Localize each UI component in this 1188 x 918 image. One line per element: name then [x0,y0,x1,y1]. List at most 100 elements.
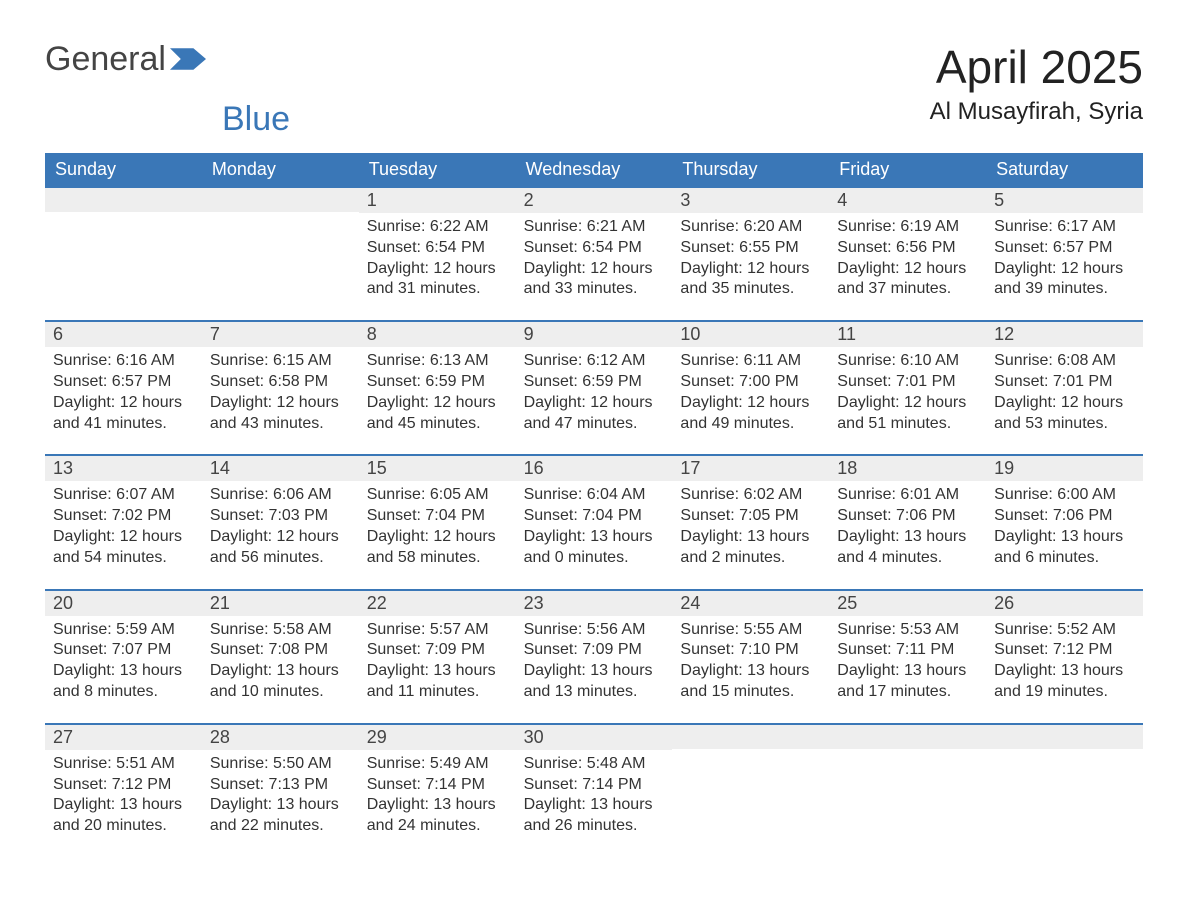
date-number: 21 [202,591,359,616]
calendar-cell: 25Sunrise: 5:53 AMSunset: 7:11 PMDayligh… [829,589,986,723]
sunrise-line: Sunrise: 5:56 AM [524,620,665,641]
sunrise-line: Sunrise: 6:19 AM [837,217,978,238]
sunset-line: Sunset: 6:57 PM [994,238,1135,259]
day-details: Sunrise: 5:58 AMSunset: 7:08 PMDaylight:… [202,616,359,703]
calendar-cell: 22Sunrise: 5:57 AMSunset: 7:09 PMDayligh… [359,589,516,723]
sunrise-line: Sunrise: 6:01 AM [837,485,978,506]
weekday-header: Sunday [45,153,202,186]
sunrise-line: Sunrise: 6:04 AM [524,485,665,506]
date-number: 9 [516,322,673,347]
calendar-cell-empty [672,723,829,857]
calendar-cell: 2Sunrise: 6:21 AMSunset: 6:54 PMDaylight… [516,186,673,320]
brand-flag-icon [170,40,206,79]
calendar-cell: 8Sunrise: 6:13 AMSunset: 6:59 PMDaylight… [359,320,516,454]
day-details: Sunrise: 6:10 AMSunset: 7:01 PMDaylight:… [829,347,986,434]
daylight-line: Daylight: 12 hours and 49 minutes. [680,393,821,435]
day-details: Sunrise: 6:15 AMSunset: 6:58 PMDaylight:… [202,347,359,434]
calendar-cell: 20Sunrise: 5:59 AMSunset: 7:07 PMDayligh… [45,589,202,723]
daylight-line: Daylight: 12 hours and 45 minutes. [367,393,508,435]
daylight-line: Daylight: 13 hours and 17 minutes. [837,661,978,703]
date-number: 2 [516,188,673,213]
calendar-cell: 12Sunrise: 6:08 AMSunset: 7:01 PMDayligh… [986,320,1143,454]
calendar-cell: 11Sunrise: 6:10 AMSunset: 7:01 PMDayligh… [829,320,986,454]
daylight-line: Daylight: 13 hours and 0 minutes. [524,527,665,569]
date-number: 7 [202,322,359,347]
brand-word-1: General [45,40,166,79]
sunset-line: Sunset: 7:05 PM [680,506,821,527]
calendar-cell: 10 Sunrise: 6:11 AMSunset: 7:00 PMDayligh… [672,320,829,454]
date-number: 11 [829,322,986,347]
calendar-cell: 15Sunrise: 6:05 AMSunset: 7:04 PMDayligh… [359,454,516,588]
calendar-cell: 6 Sunrise: 6:16 AMSunset: 6:57 PMDaylight… [45,320,202,454]
sunset-line: Sunset: 7:04 PM [367,506,508,527]
day-details: Sunrise: 6:01 AMSunset: 7:06 PMDaylight:… [829,481,986,568]
day-details: Sunrise: 6:08 AMSunset: 7:01 PMDaylight:… [986,347,1143,434]
sunrise-line: Sunrise: 5:57 AM [367,620,508,641]
daylight-line: Daylight: 13 hours and 20 minutes. [53,795,194,837]
daylight-line: Daylight: 13 hours and 24 minutes. [367,795,508,837]
sunset-line: Sunset: 7:08 PM [210,640,351,661]
sunrise-line: Sunrise: 6:07 AM [53,485,194,506]
date-number: 4 [829,188,986,213]
day-details: Sunrise: 5:49 AMSunset: 7:14 PMDaylight:… [359,750,516,837]
sunset-line: Sunset: 7:02 PM [53,506,194,527]
date-number: 26 [986,591,1143,616]
sunset-line: Sunset: 7:12 PM [994,640,1135,661]
calendar-cell: 26Sunrise: 5:52 AMSunset: 7:12 PMDayligh… [986,589,1143,723]
weekday-header: Friday [829,153,986,186]
sunrise-line: Sunrise: 6:13 AM [367,351,508,372]
sunrise-line: Sunrise: 6:08 AM [994,351,1135,372]
sunset-line: Sunset: 7:12 PM [53,775,194,796]
daylight-line: Daylight: 12 hours and 31 minutes. [367,259,508,301]
sunrise-line: Sunrise: 6:02 AM [680,485,821,506]
calendar-cell: 30Sunrise: 5:48 AMSunset: 7:14 PMDayligh… [516,723,673,857]
day-details: Sunrise: 5:48 AMSunset: 7:14 PMDaylight:… [516,750,673,837]
daylight-line: Daylight: 13 hours and 19 minutes. [994,661,1135,703]
date-number: 12 [986,322,1143,347]
sunrise-line: Sunrise: 6:05 AM [367,485,508,506]
date-number: 10 [672,322,829,347]
day-details: Sunrise: 5:55 AMSunset: 7:10 PMDaylight:… [672,616,829,703]
sunset-line: Sunset: 6:57 PM [53,372,194,393]
date-number: 15 [359,456,516,481]
calendar-cell: 5Sunrise: 6:17 AMSunset: 6:57 PMDaylight… [986,186,1143,320]
sunrise-line: Sunrise: 6:11 AM [680,351,821,372]
daylight-line: Daylight: 12 hours and 37 minutes. [837,259,978,301]
sunrise-line: Sunrise: 5:59 AM [53,620,194,641]
date-number: 6 [45,322,202,347]
calendar-cell: 24Sunrise: 5:55 AMSunset: 7:10 PMDayligh… [672,589,829,723]
daylight-line: Daylight: 12 hours and 41 minutes. [53,393,194,435]
date-number: 18 [829,456,986,481]
calendar-cell: 9Sunrise: 6:12 AMSunset: 6:59 PMDaylight… [516,320,673,454]
day-details: Sunrise: 5:51 AMSunset: 7:12 PMDaylight:… [45,750,202,837]
date-number: 29 [359,725,516,750]
day-details: Sunrise: 5:57 AMSunset: 7:09 PMDaylight:… [359,616,516,703]
calendar-cell: 13Sunrise: 6:07 AMSunset: 7:02 PMDayligh… [45,454,202,588]
sunrise-line: Sunrise: 5:50 AM [210,754,351,775]
calendar-cell: 29Sunrise: 5:49 AMSunset: 7:14 PMDayligh… [359,723,516,857]
day-details: Sunrise: 6:05 AMSunset: 7:04 PMDaylight:… [359,481,516,568]
date-number: 19 [986,456,1143,481]
calendar-cell-empty [202,186,359,320]
calendar-cell: 28Sunrise: 5:50 AMSunset: 7:13 PMDayligh… [202,723,359,857]
day-details: Sunrise: 5:53 AMSunset: 7:11 PMDaylight:… [829,616,986,703]
daylight-line: Daylight: 12 hours and 39 minutes. [994,259,1135,301]
sunset-line: Sunset: 6:58 PM [210,372,351,393]
day-details: Sunrise: 6:22 AMSunset: 6:54 PMDaylight:… [359,213,516,300]
calendar-grid: SundayMondayTuesdayWednesdayThursdayFrid… [45,153,1143,857]
sunset-line: Sunset: 7:03 PM [210,506,351,527]
sunset-line: Sunset: 7:09 PM [524,640,665,661]
sunset-line: Sunset: 6:54 PM [367,238,508,259]
sunrise-line: Sunrise: 6:16 AM [53,351,194,372]
sunset-line: Sunset: 6:55 PM [680,238,821,259]
calendar-cell: 16Sunrise: 6:04 AMSunset: 7:04 PMDayligh… [516,454,673,588]
calendar-cell: 14Sunrise: 6:06 AMSunset: 7:03 PMDayligh… [202,454,359,588]
weekday-header: Monday [202,153,359,186]
date-number: 3 [672,188,829,213]
sunset-line: Sunset: 6:59 PM [524,372,665,393]
calendar-cell-empty [986,723,1143,857]
sunrise-line: Sunrise: 6:21 AM [524,217,665,238]
day-details: Sunrise: 6:04 AMSunset: 7:04 PMDaylight:… [516,481,673,568]
calendar-cell: 21Sunrise: 5:58 AMSunset: 7:08 PMDayligh… [202,589,359,723]
sunset-line: Sunset: 7:00 PM [680,372,821,393]
